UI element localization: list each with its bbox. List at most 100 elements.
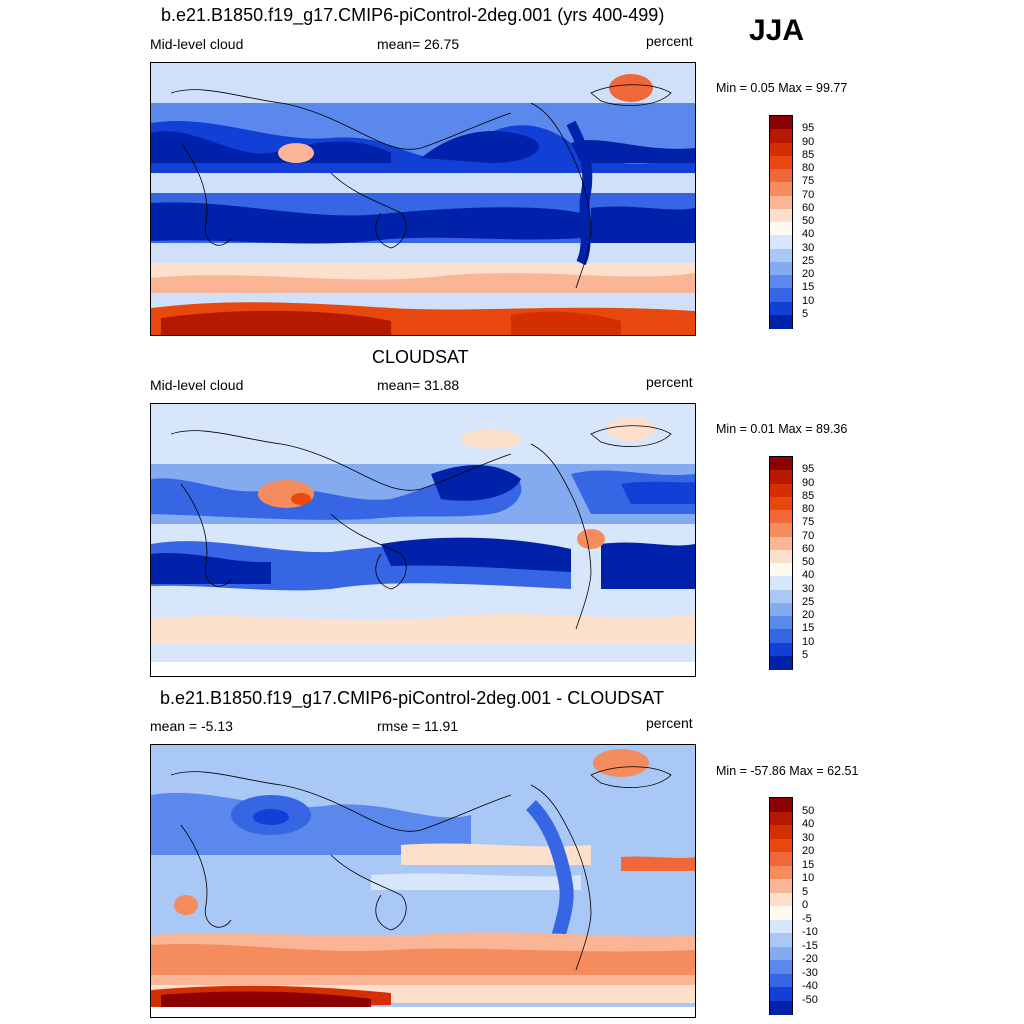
panel-diff-rmse-label: rmse = 11.91 [377,718,459,734]
colorbar-cell [770,301,792,316]
colorbar-tick-label: -5 [802,912,812,925]
panel-model-minmax: Min = 0.05 Max = 99.77 [716,81,848,95]
panel-diff-units-label: percent [646,715,693,731]
panel-obs-map [150,403,696,677]
colorbar-tick-label: 25 [802,595,815,608]
colorbar-obs: 95 90 85 80 75 70 60 50 40 30 25 20 15 10 5 [769,456,814,670]
colorbar-tick-label: 95 [802,122,815,135]
colorbar-tick-label: 50 [802,215,815,227]
colorbar-tick-label: 90 [802,135,815,148]
colorbar-cell [770,811,792,826]
colorbar-cell [770,960,792,974]
panel-diff-title: b.e21.B1850.f19_g17.CMIP6-piControl-2deg… [160,688,664,708]
colorbar-cell [770,973,792,988]
colorbar-cell [770,642,792,657]
colorbar-diff: 50 40 30 20 15 10 5 0 -5 -10 -15 -20 -30 -40 -50 [769,797,818,1015]
panel-obs-units-label: percent [646,374,693,390]
colorbar-tick-label: -40 [802,980,818,992]
colorbar-tick-label: -10 [802,926,818,938]
map-model-field [151,63,695,335]
panel-obs-minmax: Min = 0.01 Max = 89.36 [716,422,848,436]
colorbar-tick-label: 15 [802,858,815,871]
colorbar-cell [770,457,792,471]
panel-diff-mean-label: mean = -5.13 [150,718,233,734]
colorbar-tick-label: 75 [802,175,815,188]
colorbar-cell [770,987,792,1001]
colorbar-tick-label: 40 [802,228,815,241]
panel-diff-minmax: Min = -57.86 Max = 62.51 [716,764,859,778]
colorbar-cell [770,655,792,670]
colorbar-tick-label: 40 [802,818,815,830]
colorbar-cell [770,892,792,907]
colorbar-cell [770,616,792,630]
colorbar-tick-label: 20 [802,609,815,621]
colorbar-cell [770,906,792,920]
colorbar-tick-label: 70 [802,188,815,201]
colorbar-cell [770,798,792,812]
colorbar-tick-label: 75 [802,516,815,529]
colorbar-tick-label: 50 [802,804,815,817]
colorbar-cell [770,195,792,210]
colorbar-tick-label: 40 [802,569,815,582]
colorbar-cell [770,275,792,289]
colorbar-tick-label: 15 [802,622,815,635]
colorbar-tick-label: 10 [802,294,815,307]
colorbar-tick-label: 15 [802,281,815,294]
panel-model-variable-label: Mid-level cloud [150,36,244,52]
colorbar-tick-label: 25 [802,254,815,267]
colorbar-cell [770,549,792,564]
colorbar-cell [770,496,792,511]
colorbar-tick-label: 10 [802,872,815,884]
panel-model-title: b.e21.B1850.f19_g17.CMIP6-piControl-2deg… [161,5,665,25]
colorbar-cell [770,589,792,604]
colorbar-tick-label: 10 [802,635,815,648]
colorbar-cell [770,510,792,524]
colorbar-cell [770,483,792,498]
colorbar-tick-label: 0 [802,899,809,911]
colorbar-cell [770,470,792,484]
colorbar-tick-label: 85 [802,148,815,161]
colorbar-cell [770,933,792,947]
colorbar-cell [770,576,792,590]
colorbar-cell [770,182,792,196]
colorbar-tick-label: 20 [802,268,815,280]
panel-obs-variable-label: Mid-level cloud [150,377,244,393]
colorbar-cell [770,563,792,577]
colorbar-tick-label: -50 [802,993,818,1006]
colorbar-tick-label: 80 [802,162,815,174]
panel-obs-mean-label: mean= 31.88 [377,377,460,393]
colorbar-tick-label: 5 [802,307,809,320]
panel-model-mean-label: mean= 26.75 [377,36,460,52]
colorbar-cell [770,865,792,880]
colorbar-cell [770,852,792,866]
colorbar-tick-label: 60 [802,201,815,214]
colorbar-cell [770,879,792,893]
colorbar-tick-label: -20 [802,953,818,965]
colorbar-cell [770,946,792,961]
colorbar-cell [770,235,792,249]
map-diff-field [151,745,695,1017]
colorbar-tick-label: 30 [802,831,815,844]
colorbar-tick-label: 20 [802,845,815,857]
colorbar-cell [770,129,792,143]
colorbar-tick-label: 70 [802,529,815,542]
colorbar-tick-label: 5 [802,648,809,661]
colorbar-cell [770,825,792,839]
season-label: JJA [749,14,805,47]
colorbar-tick-label: 90 [802,476,815,489]
colorbar-cell [770,523,792,537]
colorbar-cell [770,629,792,643]
colorbar-cell [770,1000,792,1015]
panel-obs-title: CLOUDSAT [372,347,469,367]
map-obs-field [151,404,695,676]
colorbar-tick-label: 5 [802,885,809,898]
colorbar-cell [770,142,792,157]
colorbar-cell [770,208,792,223]
colorbar-tick-label: 30 [802,582,815,595]
colorbar-cell [770,838,792,853]
colorbar-cell [770,155,792,170]
colorbar-cell [770,288,792,302]
colorbar-cell [770,919,792,934]
colorbar-cell [770,261,792,276]
colorbar-cell [770,169,792,183]
